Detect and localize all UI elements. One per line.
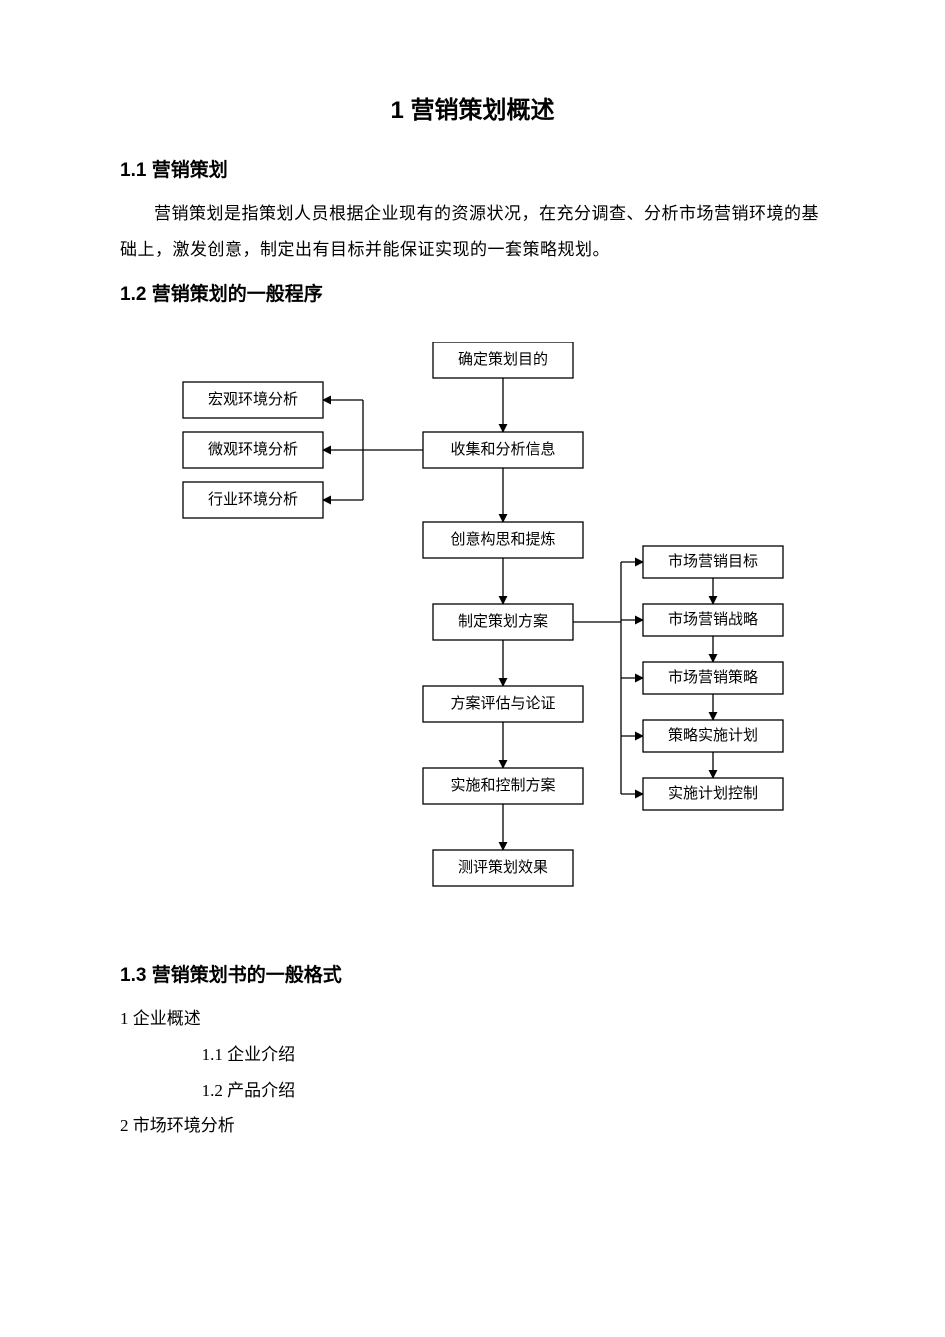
flow-node-label: 方案评估与论证 — [450, 694, 555, 712]
flow-node-label: 收集和分析信息 — [450, 441, 555, 458]
outline-item-1-2: 1.2 产品介绍 — [202, 1073, 825, 1109]
flow-node-label: 市场营销战略 — [667, 611, 757, 628]
section-heading-1-2: 1.2 营销策划的一般程序 — [120, 279, 825, 306]
flow-node-label: 测评策划效果 — [457, 859, 547, 876]
flow-node-label: 策略实施计划 — [667, 727, 757, 744]
outline-item-2: 2 市场环境分析 — [120, 1108, 825, 1144]
outline-item-1: 1 企业概述 — [120, 1001, 825, 1037]
flow-node-label: 市场营销目标 — [667, 553, 757, 570]
page: 1 营销策划概述 1.1 营销策划 营销策划是指策划人员根据企业现有的资源状况，… — [0, 0, 945, 1337]
flow-node-label: 确定策划目的 — [457, 351, 547, 368]
flow-node-label: 实施计划控制 — [667, 785, 757, 802]
section-heading-1-3: 1.3 营销策划书的一般格式 — [120, 960, 825, 987]
section-heading-1-1: 1.1 营销策划 — [120, 155, 825, 182]
flow-node-label: 创意构思和提炼 — [450, 530, 555, 548]
outline-item-1-1: 1.1 企业介绍 — [202, 1037, 825, 1073]
flow-node-label: 制定策划方案 — [457, 612, 547, 630]
flow-node-label: 市场营销策略 — [667, 669, 757, 686]
flowchart-svg: 确定策划目的收集和分析信息创意构思和提炼制定策划方案方案评估与论证实施和控制方案… — [143, 342, 803, 932]
outline-list: 1 企业概述 1.1 企业介绍 1.2 产品介绍 2 市场环境分析 — [120, 1001, 825, 1144]
page-title: 1 营销策划概述 — [120, 90, 825, 125]
flowchart-container: 确定策划目的收集和分析信息创意构思和提炼制定策划方案方案评估与论证实施和控制方案… — [120, 342, 825, 932]
flow-node-label: 微观环境分析 — [207, 440, 297, 458]
flow-node-label: 行业环境分析 — [207, 490, 297, 508]
section-paragraph-1-1: 营销策划是指策划人员根据企业现有的资源状况，在充分调查、分析市场营销环境的基础上… — [120, 196, 825, 267]
flow-node-label: 实施和控制方案 — [450, 776, 555, 794]
flow-node-label: 宏观环境分析 — [207, 390, 297, 408]
